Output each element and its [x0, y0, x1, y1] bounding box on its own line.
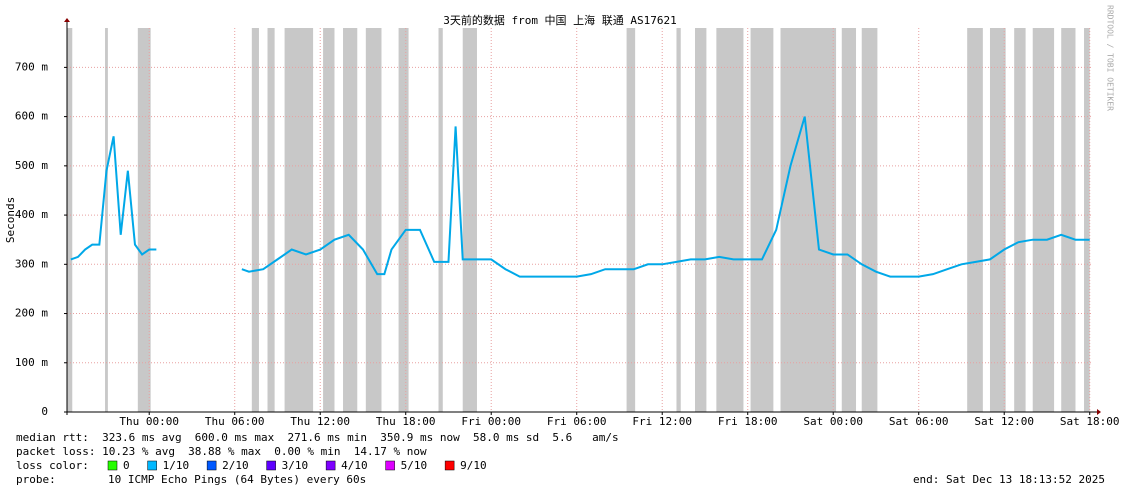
x-tick-label: Sat 18:00: [1060, 415, 1120, 428]
loss-band: [694, 28, 707, 412]
loss-band: [343, 28, 358, 412]
x-tick-label: Sat 12:00: [974, 415, 1034, 428]
x-tick-label: Sat 06:00: [889, 415, 949, 428]
loss-band: [67, 28, 73, 412]
loss-band: [438, 28, 443, 412]
stats-line: median rtt: 323.6 ms avg 600.0 ms max 27…: [16, 431, 619, 444]
legend-title: loss color:: [16, 459, 89, 472]
legend-label: 0: [123, 459, 130, 472]
x-tick-label: Thu 00:00: [119, 415, 179, 428]
loss-band: [676, 28, 681, 412]
y-tick-label: 200 m: [15, 307, 48, 320]
legend-swatch: [385, 460, 395, 471]
y-tick-label: 300 m: [15, 257, 48, 270]
y-tick-label: 100 m: [15, 356, 48, 369]
loss-band: [626, 28, 636, 412]
loss-band: [105, 28, 108, 412]
y-tick-label: 400 m: [15, 208, 48, 221]
loss-band: [398, 28, 409, 412]
end-time: end: Sat Dec 13 18:13:52 2025: [913, 473, 1105, 486]
y-tick-label: 500 m: [15, 159, 48, 172]
legend-label: 2/10: [222, 459, 249, 472]
x-tick-label: Fri 06:00: [547, 415, 607, 428]
x-tick-label: Fri 12:00: [632, 415, 692, 428]
y-axis-label: Seconds: [4, 197, 17, 243]
loss-band: [989, 28, 1006, 412]
x-tick-label: Fri 00:00: [461, 415, 521, 428]
legend-swatch: [266, 460, 276, 471]
loss-band: [1084, 28, 1090, 412]
chart-title: 3天前的数据 from 中国 上海 联通 AS17621: [443, 13, 677, 27]
arrow: [1097, 409, 1101, 415]
loss-band: [750, 28, 774, 412]
legend-swatch: [107, 460, 118, 471]
loss-band: [716, 28, 744, 412]
loss-band: [462, 28, 477, 412]
y-tick-label: 600 m: [15, 110, 48, 123]
legend-label: 4/10: [341, 459, 368, 472]
legend-swatch: [444, 460, 455, 471]
legend-label: 9/10: [460, 459, 487, 472]
y-tick-label: 0: [41, 405, 48, 418]
x-tick-label: Thu 06:00: [205, 415, 265, 428]
probe-label: probe:: [16, 473, 56, 486]
x-tick-label: Thu 12:00: [290, 415, 350, 428]
x-tick-label: Thu 18:00: [376, 415, 436, 428]
legend-label: 5/10: [401, 459, 428, 472]
legend-label: 1/10: [163, 459, 190, 472]
loss-band: [1014, 28, 1026, 412]
median-line: [70, 116, 1090, 278]
legend-swatch: [325, 460, 336, 471]
legend-label: 3/10: [282, 459, 309, 472]
loss-band: [284, 28, 314, 412]
legend-swatch: [206, 460, 217, 471]
loss-band: [1032, 28, 1055, 412]
loss-band: [841, 28, 857, 412]
loss-band: [323, 28, 335, 412]
stats-line: packet loss: 10.23 % avg 38.88 % max 0.0…: [16, 445, 427, 458]
loss-band: [365, 28, 382, 412]
y-tick-label: 700 m: [15, 60, 48, 73]
watermark: RRDTOOL / TOBI OETIKER: [1106, 5, 1115, 111]
loss-band: [267, 28, 275, 412]
x-tick-label: Sat 00:00: [803, 415, 863, 428]
loss-band: [967, 28, 983, 412]
arrow: [64, 18, 70, 22]
x-tick-label: Fri 18:00: [718, 415, 778, 428]
loss-band: [780, 28, 837, 412]
legend-swatch: [147, 460, 157, 471]
loss-band: [861, 28, 878, 412]
loss-band: [1061, 28, 1076, 412]
loss-band: [137, 28, 151, 412]
probe: 10 ICMP Echo Pings (64 Bytes) every 60s: [108, 473, 366, 486]
loss-band: [251, 28, 259, 412]
